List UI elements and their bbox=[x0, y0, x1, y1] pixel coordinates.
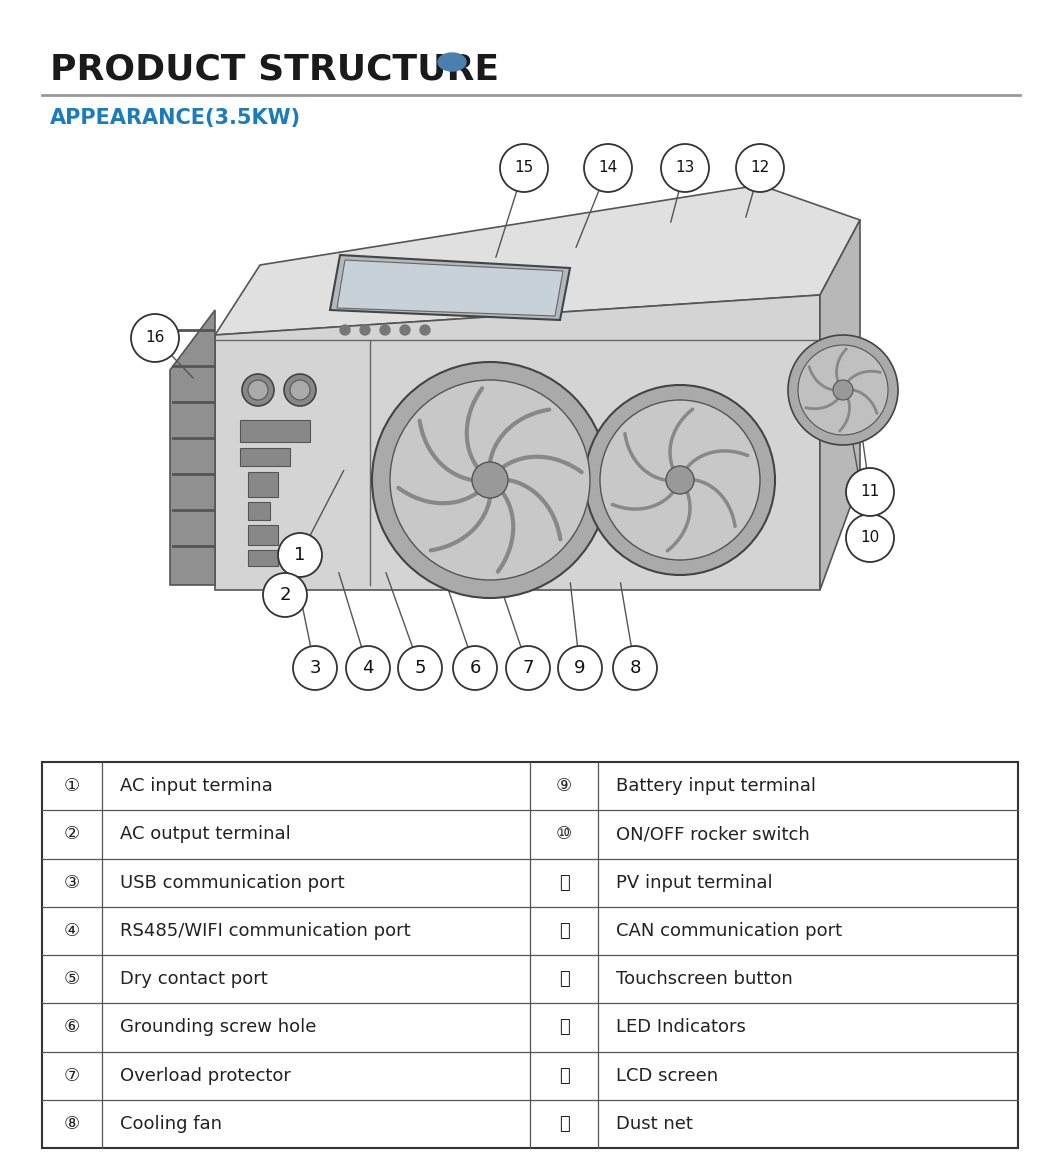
FancyBboxPatch shape bbox=[248, 550, 278, 566]
Circle shape bbox=[293, 646, 337, 690]
Polygon shape bbox=[337, 260, 563, 316]
Text: APPEARANCE(3.5KW): APPEARANCE(3.5KW) bbox=[50, 108, 301, 128]
Circle shape bbox=[278, 533, 322, 577]
Text: ④: ④ bbox=[64, 922, 81, 940]
Text: 5: 5 bbox=[414, 659, 426, 677]
Circle shape bbox=[263, 573, 307, 617]
Text: Dry contact port: Dry contact port bbox=[120, 970, 268, 988]
Text: Cooling fan: Cooling fan bbox=[120, 1115, 222, 1133]
Text: Battery input terminal: Battery input terminal bbox=[616, 777, 816, 795]
Circle shape bbox=[600, 400, 760, 560]
Circle shape bbox=[500, 143, 548, 192]
Circle shape bbox=[736, 143, 784, 192]
Circle shape bbox=[346, 646, 390, 690]
FancyBboxPatch shape bbox=[248, 503, 270, 520]
Text: ⑨: ⑨ bbox=[555, 777, 572, 795]
Polygon shape bbox=[820, 220, 860, 590]
Circle shape bbox=[372, 361, 608, 598]
Text: 9: 9 bbox=[575, 659, 586, 677]
Circle shape bbox=[284, 374, 316, 406]
Circle shape bbox=[558, 646, 602, 690]
Ellipse shape bbox=[438, 52, 466, 71]
Circle shape bbox=[242, 374, 273, 406]
Text: ⑬: ⑬ bbox=[559, 970, 569, 988]
Circle shape bbox=[248, 380, 268, 400]
Circle shape bbox=[420, 325, 430, 335]
Text: ⑭: ⑭ bbox=[559, 1018, 569, 1037]
Circle shape bbox=[666, 466, 694, 494]
FancyBboxPatch shape bbox=[42, 763, 1018, 1149]
Circle shape bbox=[472, 462, 508, 498]
Circle shape bbox=[360, 325, 370, 335]
Text: LED Indicators: LED Indicators bbox=[616, 1018, 746, 1037]
Circle shape bbox=[340, 325, 350, 335]
Text: 13: 13 bbox=[675, 161, 694, 176]
Text: 14: 14 bbox=[599, 161, 618, 176]
FancyBboxPatch shape bbox=[240, 420, 310, 442]
Text: 15: 15 bbox=[514, 161, 533, 176]
Text: ⑯: ⑯ bbox=[559, 1115, 569, 1133]
Circle shape bbox=[398, 646, 442, 690]
Text: 3: 3 bbox=[310, 659, 321, 677]
Circle shape bbox=[379, 325, 390, 335]
Circle shape bbox=[788, 335, 898, 445]
Text: ⑪: ⑪ bbox=[559, 873, 569, 892]
Text: USB communication port: USB communication port bbox=[120, 873, 344, 892]
Text: Dust net: Dust net bbox=[616, 1115, 693, 1133]
Circle shape bbox=[585, 385, 775, 575]
Text: LCD screen: LCD screen bbox=[616, 1067, 718, 1084]
Polygon shape bbox=[170, 310, 215, 585]
Circle shape bbox=[584, 143, 632, 192]
Text: ⑫: ⑫ bbox=[559, 922, 569, 940]
FancyBboxPatch shape bbox=[240, 448, 290, 466]
Text: ⑮: ⑮ bbox=[559, 1067, 569, 1084]
Text: 11: 11 bbox=[861, 485, 880, 499]
Text: Touchscreen button: Touchscreen button bbox=[616, 970, 793, 988]
Circle shape bbox=[506, 646, 550, 690]
Text: ③: ③ bbox=[64, 873, 81, 892]
Text: 8: 8 bbox=[630, 659, 640, 677]
Text: ⑧: ⑧ bbox=[64, 1115, 81, 1133]
Text: Overload protector: Overload protector bbox=[120, 1067, 290, 1084]
Circle shape bbox=[613, 646, 657, 690]
Circle shape bbox=[400, 325, 410, 335]
Circle shape bbox=[846, 514, 894, 562]
Text: ⑤: ⑤ bbox=[64, 970, 81, 988]
FancyBboxPatch shape bbox=[248, 472, 278, 497]
Text: 10: 10 bbox=[861, 531, 880, 546]
Circle shape bbox=[661, 143, 709, 192]
Text: ⑥: ⑥ bbox=[64, 1018, 81, 1037]
Text: 1: 1 bbox=[295, 546, 305, 564]
Text: 7: 7 bbox=[523, 659, 534, 677]
Circle shape bbox=[833, 380, 853, 400]
Text: 4: 4 bbox=[363, 659, 374, 677]
Circle shape bbox=[390, 380, 590, 580]
Text: RS485/WIFI communication port: RS485/WIFI communication port bbox=[120, 922, 410, 940]
Circle shape bbox=[798, 345, 888, 435]
Text: PV input terminal: PV input terminal bbox=[616, 873, 773, 892]
Text: 2: 2 bbox=[279, 586, 290, 604]
FancyBboxPatch shape bbox=[248, 525, 278, 545]
Text: AC input termina: AC input termina bbox=[120, 777, 272, 795]
Polygon shape bbox=[330, 255, 570, 319]
Text: 16: 16 bbox=[145, 330, 164, 345]
Text: PRODUCT STRUCTURE: PRODUCT STRUCTURE bbox=[50, 52, 499, 86]
Circle shape bbox=[846, 468, 894, 517]
Text: AC output terminal: AC output terminal bbox=[120, 826, 290, 843]
Polygon shape bbox=[215, 185, 860, 335]
Circle shape bbox=[453, 646, 497, 690]
Text: CAN communication port: CAN communication port bbox=[616, 922, 842, 940]
Circle shape bbox=[290, 380, 310, 400]
Text: ⑩: ⑩ bbox=[555, 826, 572, 843]
Polygon shape bbox=[215, 295, 820, 590]
Text: 6: 6 bbox=[470, 659, 480, 677]
Text: 12: 12 bbox=[750, 161, 770, 176]
Text: ON/OFF rocker switch: ON/OFF rocker switch bbox=[616, 826, 810, 843]
Text: ①: ① bbox=[64, 777, 81, 795]
Text: ②: ② bbox=[64, 826, 81, 843]
Circle shape bbox=[131, 314, 179, 361]
Text: ⑦: ⑦ bbox=[64, 1067, 81, 1084]
Text: Grounding screw hole: Grounding screw hole bbox=[120, 1018, 316, 1037]
